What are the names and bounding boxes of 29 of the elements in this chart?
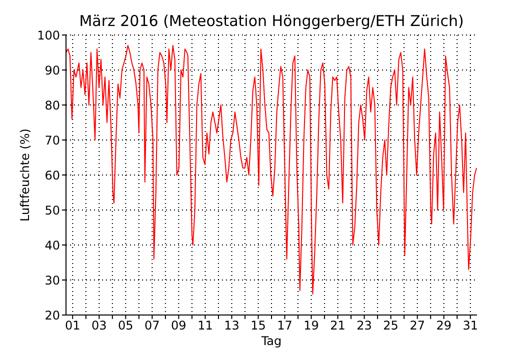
y-tick-label: 60 — [44, 168, 60, 182]
x-tick-label: 01 — [64, 318, 80, 333]
y-tick-label: 100 — [37, 28, 60, 42]
y-tick-label: 80 — [44, 98, 60, 112]
x-tick-label: 11 — [198, 318, 213, 333]
x-tick-label: 05 — [118, 318, 134, 333]
x-tick-label: 31 — [462, 318, 478, 333]
x-tick-label: 13 — [224, 318, 240, 333]
x-tick-label: 21 — [330, 318, 346, 333]
x-tick-label: 09 — [171, 318, 186, 333]
y-tick-label: 20 — [44, 308, 60, 322]
y-tick-label: 30 — [44, 273, 60, 288]
x-tick-label: 27 — [410, 318, 425, 333]
y-tick-label: 70 — [44, 133, 60, 148]
line-series — [66, 45, 477, 294]
y-tick-label: 50 — [44, 203, 60, 218]
x-tick-label: 17 — [277, 318, 292, 333]
x-tick-label: 23 — [356, 318, 372, 333]
x-tick-label: 25 — [383, 318, 398, 333]
y-tick-label: 90 — [44, 63, 60, 78]
x-tick-label: 03 — [92, 318, 107, 333]
x-tick-label: 07 — [144, 318, 160, 333]
x-tick-label: 15 — [250, 318, 266, 333]
x-axis-title: Tag — [260, 334, 283, 348]
x-tick-label: 29 — [436, 318, 452, 333]
y-tick-label: 40 — [44, 238, 60, 252]
x-tick-label: 19 — [304, 318, 319, 333]
y-axis-title: Luftfeuchte (%) — [18, 128, 32, 222]
chart-title: März 2016 (Meteostation Hönggerberg/ETH Zürich) — [78, 12, 465, 30]
